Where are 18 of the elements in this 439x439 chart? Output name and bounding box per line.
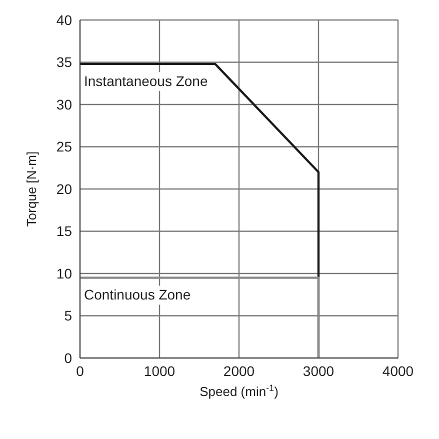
y-tick-label: 40 <box>56 12 72 28</box>
y-tick-label: 25 <box>56 138 72 155</box>
x-tick-label: 2000 <box>223 362 255 379</box>
y-tick-label: 35 <box>56 54 72 70</box>
x-tick-label: 3000 <box>302 362 334 379</box>
x-axis-title: Speed (min$^{-1}$) <box>200 383 278 399</box>
y-tick-label: 20 <box>56 180 72 197</box>
y-tick-label: 15 <box>56 223 72 240</box>
x-tick-label: 1000 <box>144 362 176 379</box>
y-axis-title: Torque [N·m] <box>24 151 39 227</box>
x-tick-label: 4000 <box>382 362 414 379</box>
y-tick-label: 30 <box>56 96 72 112</box>
x-tick-label: 0 <box>76 362 84 379</box>
y-tick-label: 0 <box>64 350 72 366</box>
annotation: Continuous Zone <box>84 286 191 303</box>
annotation: Instantaneous Zone <box>84 72 208 89</box>
y-tick-label: 5 <box>64 308 72 324</box>
y-tick-label: 10 <box>56 265 72 282</box>
